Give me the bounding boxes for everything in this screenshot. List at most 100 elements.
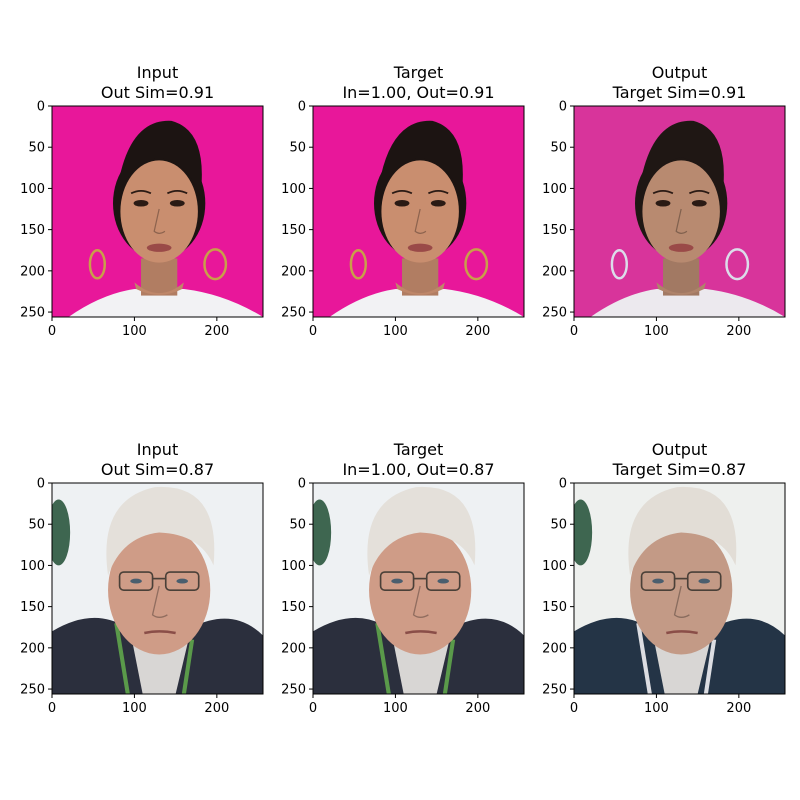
- y-tick-label: 100: [20, 182, 45, 197]
- subplot-title-line1: Input: [137, 440, 178, 459]
- left-brow-shape: [391, 189, 413, 195]
- x-tick-label: 0: [48, 324, 56, 339]
- clothing-shape: [590, 288, 785, 317]
- lanyard-left-shape: [636, 622, 652, 694]
- y-tick-label: 200: [20, 264, 45, 279]
- collarbone-shape: [395, 282, 445, 295]
- subplot-title-line1: Target: [393, 63, 444, 82]
- right-earring-shape: [725, 248, 750, 281]
- subplot-title-line1: Input: [137, 63, 178, 82]
- y-tick-label: 150: [542, 223, 567, 238]
- right-earring-shape: [464, 248, 489, 281]
- subplot-title-line2: Out Sim=0.91: [101, 83, 214, 102]
- nose-shape: [153, 208, 166, 234]
- collarbone-shape: [134, 282, 184, 295]
- x-tick-label: 0: [570, 701, 578, 716]
- y-tick-label: 200: [281, 264, 306, 279]
- right-eye-shape: [437, 578, 449, 584]
- mouth-shape: [405, 630, 437, 635]
- y-tick-label: 0: [37, 477, 45, 492]
- y-tick-label: 150: [281, 223, 306, 238]
- y-tick-label: 50: [28, 518, 45, 533]
- hair-shape: [628, 486, 737, 576]
- mouth-shape: [407, 243, 433, 252]
- lanyard-left-shape: [375, 622, 391, 694]
- glasses-right-lens-shape: [425, 571, 461, 591]
- glasses-left-lens-shape: [379, 571, 415, 591]
- x-tick-label: 200: [204, 324, 229, 339]
- y-tick-label: 200: [20, 641, 45, 656]
- nose-shape: [675, 208, 688, 234]
- face-shape: [630, 525, 733, 655]
- background-foliage-shape: [52, 499, 71, 566]
- x-tick-label: 100: [122, 701, 147, 716]
- left-brow-shape: [652, 189, 674, 195]
- x-tick-label: 200: [726, 701, 751, 716]
- subplot-image: [313, 483, 524, 694]
- x-tick-label: 0: [570, 324, 578, 339]
- subplot-title-line1: Output: [652, 440, 708, 459]
- y-tick-label: 150: [20, 600, 45, 615]
- hair-top-shape: [116, 120, 202, 197]
- collarbone-shape: [656, 282, 706, 295]
- left-eye-shape: [652, 578, 664, 584]
- y-tick-label: 50: [28, 141, 45, 156]
- neck-shape: [141, 258, 178, 296]
- axes-frame: [573, 105, 786, 318]
- neck-shape: [663, 258, 700, 296]
- x-tick-label: 200: [726, 324, 751, 339]
- y-tick-label: 50: [550, 518, 567, 533]
- y-tick-label: 100: [281, 182, 306, 197]
- nose-shape: [412, 585, 429, 619]
- left-eye-shape: [130, 578, 142, 584]
- y-tick-label: 200: [542, 641, 567, 656]
- y-tick-label: 100: [281, 559, 306, 574]
- right-brow-shape: [688, 189, 710, 195]
- face-shape: [108, 525, 211, 655]
- x-tick-label: 0: [48, 701, 56, 716]
- y-tick-label: 200: [281, 641, 306, 656]
- y-tick-label: 100: [542, 182, 567, 197]
- subplot-title-line2: Target Sim=0.87: [612, 460, 747, 479]
- mouth-shape: [144, 630, 176, 635]
- background-foliage-shape: [574, 499, 593, 566]
- y-tick-label: 250: [20, 683, 45, 698]
- left-eye-shape: [391, 578, 403, 584]
- y-tick-label: 50: [289, 141, 306, 156]
- right-eye-shape: [176, 578, 188, 584]
- nose-shape: [673, 585, 690, 619]
- x-tick-label: 200: [465, 324, 490, 339]
- lanyard-left-shape: [114, 622, 130, 694]
- y-tick-label: 150: [20, 223, 45, 238]
- subplot-image: [574, 483, 785, 694]
- y-tick-label: 250: [542, 306, 567, 321]
- glasses-left-lens-shape: [118, 571, 154, 591]
- nose-shape: [414, 208, 427, 234]
- x-tick-label: 100: [122, 324, 147, 339]
- right-brow-shape: [166, 189, 188, 195]
- glasses-right-lens-shape: [686, 571, 722, 591]
- x-tick-label: 200: [204, 701, 229, 716]
- left-eye-shape: [133, 199, 149, 207]
- neck-shape: [402, 258, 439, 296]
- right-eye-shape: [430, 199, 446, 207]
- y-tick-label: 0: [559, 477, 567, 492]
- subplot-image: [52, 106, 263, 317]
- subplot-title-line2: In=1.00, Out=0.91: [342, 83, 494, 102]
- subplot-image: [52, 483, 263, 694]
- x-tick-label: 100: [644, 324, 669, 339]
- x-tick-label: 0: [309, 324, 317, 339]
- lanyard-right-shape: [442, 639, 456, 694]
- left-eye-shape: [655, 199, 671, 207]
- left-earring-shape: [610, 249, 628, 280]
- y-tick-label: 0: [559, 100, 567, 115]
- y-tick-label: 0: [298, 100, 306, 115]
- y-tick-label: 150: [542, 600, 567, 615]
- glasses-left-lens-shape: [640, 571, 676, 591]
